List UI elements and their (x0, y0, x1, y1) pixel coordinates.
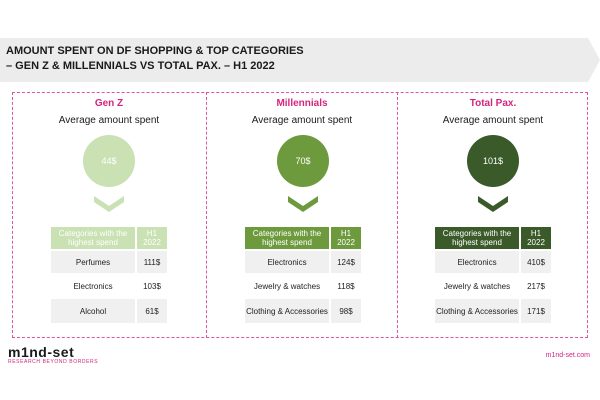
category-name: Electronics (73, 281, 113, 291)
category-value: 111$ (137, 251, 167, 273)
category-value: 61$ (137, 299, 167, 323)
table-header: Categories with the highest spend H1 202… (245, 227, 361, 249)
category-name: Electronics (245, 251, 329, 273)
category-name: Perfumes (51, 251, 135, 273)
chevron-down-icon (94, 196, 124, 212)
title-band: AMOUNT SPENT ON DF SHOPPING & TOP CATEGO… (0, 38, 600, 82)
header-categories: Categories with the highest spend (245, 227, 329, 249)
avg-amount-bubble: 44$ (83, 135, 135, 187)
avg-amount-value: 101$ (482, 156, 504, 166)
top-categories-table: Categories with the highest spend H1 202… (245, 227, 361, 323)
segment-panel-genz: Gen Z Average amount spent 44$ Categorie… (12, 92, 206, 338)
avg-amount-label: Average amount spent (58, 115, 160, 126)
top-categories-table: Categories with the highest spend H1 202… (51, 227, 167, 323)
page-title: AMOUNT SPENT ON DF SHOPPING & TOP CATEGO… (6, 44, 304, 74)
header-period: H1 2022 (521, 227, 551, 249)
segment-name: Total Pax. (469, 98, 517, 109)
header-period: H1 2022 (331, 227, 361, 249)
avg-amount-value: 70$ (295, 156, 311, 166)
table-row: Perfumes 111$ (51, 251, 167, 273)
category-value: 98$ (331, 299, 361, 323)
table-row: Clothing & Accessories 98$ (245, 299, 361, 323)
category-name: Alcohol (51, 299, 135, 323)
website-link[interactable]: m1nd-set.com (545, 352, 590, 359)
table-row: Clothing & Accessories 171$ (435, 299, 551, 323)
category-value: 410$ (521, 251, 551, 273)
title-line-2: – GEN Z & MILLENNIALS VS TOTAL PAX. – H1… (6, 60, 275, 72)
dashed-frame (12, 92, 588, 338)
avg-amount-label: Average amount spent (442, 115, 544, 126)
header-categories: Categories with the highest spend (435, 227, 519, 249)
category-value: 171$ (521, 299, 551, 323)
logo-tagline: RESEARCH BEYOND BORDERS (8, 359, 99, 365)
table-row: Alcohol 61$ (51, 299, 167, 323)
title-band-shape (0, 38, 600, 82)
table-row: Electronics 103$ (51, 275, 167, 297)
category-name: Clothing & Accessories (245, 299, 329, 323)
table-header: Categories with the highest spend H1 202… (51, 227, 167, 249)
category-value: 217$ (527, 281, 545, 291)
table-row: Electronics 410$ (435, 251, 551, 273)
chevron-down-icon (478, 196, 508, 212)
segment-name: Gen Z (94, 98, 124, 109)
table-row: Jewelry & watches 118$ (245, 275, 361, 297)
segment-panel-total: Total Pax. Average amount spent 101$ Cat… (398, 92, 588, 338)
segment-panel-millennials: Millennials Average amount spent 70$ Cat… (206, 92, 398, 338)
header-period: H1 2022 (137, 227, 167, 249)
avg-amount-value: 44$ (101, 156, 117, 166)
logo-wordmark: m1nd-set (8, 344, 75, 360)
table-row: Jewelry & watches 217$ (435, 275, 551, 297)
table-header: Categories with the highest spend H1 202… (435, 227, 551, 249)
chevron-down-icon (288, 196, 318, 212)
category-value: 124$ (331, 251, 361, 273)
category-value: 103$ (143, 281, 161, 291)
avg-amount-bubble: 70$ (277, 135, 329, 187)
category-name: Jewelry & watches (253, 281, 321, 291)
category-name: Electronics (435, 251, 519, 273)
table-row: Electronics 124$ (245, 251, 361, 273)
header-categories: Categories with the highest spend (51, 227, 135, 249)
top-categories-table: Categories with the highest spend H1 202… (435, 227, 551, 323)
category-name: Jewelry & watches (443, 281, 511, 291)
segment-name: Millennials (276, 98, 328, 109)
category-value: 118$ (337, 281, 355, 291)
title-line-1: AMOUNT SPENT ON DF SHOPPING & TOP CATEGO… (6, 45, 304, 57)
avg-amount-bubble: 101$ (467, 135, 519, 187)
avg-amount-label: Average amount spent (251, 115, 353, 126)
category-name: Clothing & Accessories (435, 299, 519, 323)
logo: m1nd-set RESEARCH BEYOND BORDERS (8, 344, 98, 365)
